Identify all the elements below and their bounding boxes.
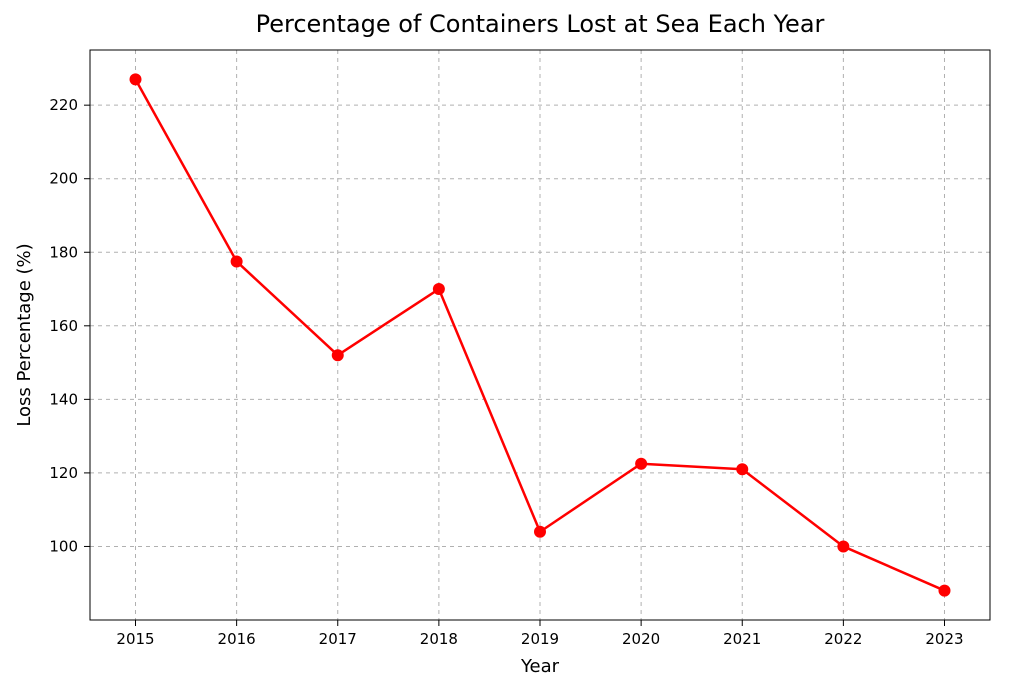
data-marker (332, 349, 344, 361)
data-marker (837, 540, 849, 552)
x-tick-label: 2020 (622, 630, 660, 648)
y-axis-label: Loss Percentage (%) (14, 243, 35, 426)
x-tick-label: 2015 (116, 630, 154, 648)
data-marker (938, 585, 950, 597)
x-tick-label: 2016 (218, 630, 256, 648)
x-tick-label: 2023 (925, 630, 963, 648)
x-tick-label: 2017 (319, 630, 357, 648)
y-tick-label: 120 (49, 464, 78, 482)
chart-container: 2015 2016 2017 2018 2019 2020 2021 2022 2023 100 1… (0, 0, 1024, 694)
data-marker (130, 73, 142, 85)
x-tick-label: 2022 (824, 630, 862, 648)
data-marker (231, 255, 243, 267)
y-tick-label: 160 (49, 317, 78, 335)
y-tick-label: 180 (49, 243, 78, 261)
line-chart: 2015 2016 2017 2018 2019 2020 2021 2022 2023 100 1… (0, 0, 1024, 694)
y-tick-label: 100 (49, 537, 78, 555)
data-marker (736, 463, 748, 475)
chart-background (0, 0, 1024, 694)
x-axis-label: Year (520, 656, 560, 677)
data-marker (534, 526, 546, 538)
y-tick-label: 200 (49, 170, 78, 188)
x-tick-label: 2019 (521, 630, 559, 648)
chart-title: Percentage of Containers Lost at Sea Eac… (256, 10, 825, 38)
x-tick-label: 2021 (723, 630, 761, 648)
y-tick-label: 140 (49, 390, 78, 408)
data-marker (433, 283, 445, 295)
x-tick-label: 2018 (420, 630, 458, 648)
data-marker (635, 458, 647, 470)
y-tick-label: 220 (49, 96, 78, 114)
